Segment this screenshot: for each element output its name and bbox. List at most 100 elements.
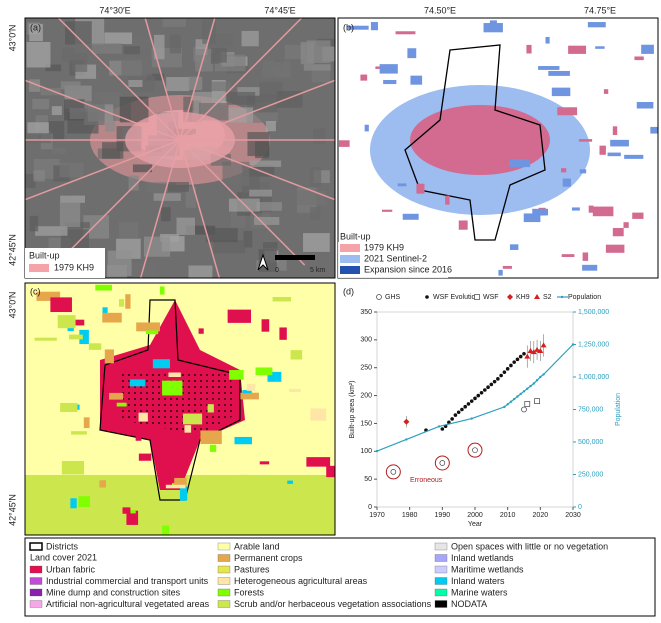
legend-swatch xyxy=(29,264,49,272)
patch xyxy=(138,453,152,461)
legend-marker xyxy=(560,295,564,299)
field xyxy=(132,164,152,173)
patch xyxy=(509,244,519,250)
legend-swatch xyxy=(434,588,448,597)
y2-axis-label: Population xyxy=(615,393,622,426)
field xyxy=(51,106,62,116)
patch xyxy=(612,227,624,237)
patch xyxy=(502,265,512,269)
legend-label: Forests xyxy=(234,587,265,597)
legend-marker xyxy=(534,294,540,299)
patch xyxy=(579,169,587,174)
y-tick-label: 350 xyxy=(360,309,372,316)
point xyxy=(512,360,516,364)
legend-swatch xyxy=(434,600,448,608)
field xyxy=(262,60,291,78)
patch xyxy=(60,402,78,413)
patch xyxy=(526,44,532,54)
patch xyxy=(152,359,170,369)
legend-swatch xyxy=(217,565,231,574)
field xyxy=(62,47,75,62)
field xyxy=(27,122,49,134)
x-tick-label: 1990 xyxy=(435,512,451,519)
point xyxy=(492,379,497,384)
point xyxy=(472,447,478,454)
patch xyxy=(287,480,294,484)
patch xyxy=(568,45,587,54)
legend-label: Mine dump and construction sites xyxy=(46,587,181,597)
lon-label: 74°30′E xyxy=(99,5,130,15)
patch xyxy=(416,183,425,194)
field xyxy=(313,128,326,145)
legend-swatch xyxy=(434,554,448,562)
field xyxy=(83,100,105,126)
patch xyxy=(290,350,303,360)
patch xyxy=(36,291,61,301)
highlight xyxy=(467,442,483,458)
field xyxy=(29,215,39,232)
field xyxy=(40,87,61,96)
patch xyxy=(338,140,350,147)
patch xyxy=(592,206,614,217)
patch xyxy=(272,297,292,302)
point xyxy=(505,367,510,371)
patch xyxy=(489,20,497,30)
patch xyxy=(306,457,331,467)
point xyxy=(486,385,490,390)
patch xyxy=(551,87,571,97)
patch xyxy=(234,436,252,445)
y-tick-label: 50 xyxy=(364,476,372,483)
field xyxy=(60,195,86,203)
legend-label: Open spaces with little or no vegetation xyxy=(451,541,608,551)
patch xyxy=(50,297,72,312)
point xyxy=(529,384,532,388)
patch xyxy=(347,25,369,30)
point xyxy=(405,438,408,441)
legend-title: Built-up xyxy=(29,250,60,260)
patch xyxy=(326,465,335,478)
patch xyxy=(126,510,139,525)
field xyxy=(56,189,69,198)
patch xyxy=(109,392,124,400)
patch xyxy=(612,126,618,135)
field xyxy=(128,79,143,88)
legend-heading: Land cover 2021 xyxy=(30,552,97,562)
field xyxy=(310,207,321,220)
legend-label: Pastures xyxy=(234,564,270,574)
point xyxy=(524,401,531,407)
map-c xyxy=(25,283,335,535)
field xyxy=(284,44,306,60)
patch xyxy=(179,486,188,501)
field xyxy=(265,121,276,132)
patch xyxy=(599,145,606,155)
patch xyxy=(636,102,654,109)
field xyxy=(210,53,220,64)
point xyxy=(540,342,547,348)
scale-bar xyxy=(275,255,315,260)
field xyxy=(59,202,81,228)
districts-swatch xyxy=(29,542,43,551)
field xyxy=(161,207,171,222)
legend-swatch xyxy=(434,542,448,551)
patch xyxy=(57,315,76,329)
field xyxy=(26,41,51,68)
patch xyxy=(242,389,252,394)
field xyxy=(254,216,280,225)
field xyxy=(309,166,322,187)
legend-label: Industrial commercial and transport unit… xyxy=(46,576,209,586)
field xyxy=(128,175,139,191)
patch xyxy=(116,402,127,407)
field xyxy=(130,37,162,49)
point xyxy=(516,395,519,398)
field xyxy=(255,141,270,159)
x-tick-label: 1980 xyxy=(402,512,418,519)
field xyxy=(60,81,81,90)
x-tick-label: 2020 xyxy=(533,512,549,519)
field xyxy=(296,190,327,205)
patch xyxy=(255,367,273,376)
y2-tick-label: 750,000 xyxy=(578,406,603,413)
point xyxy=(476,393,481,398)
patch xyxy=(145,330,159,335)
patch xyxy=(209,444,217,452)
